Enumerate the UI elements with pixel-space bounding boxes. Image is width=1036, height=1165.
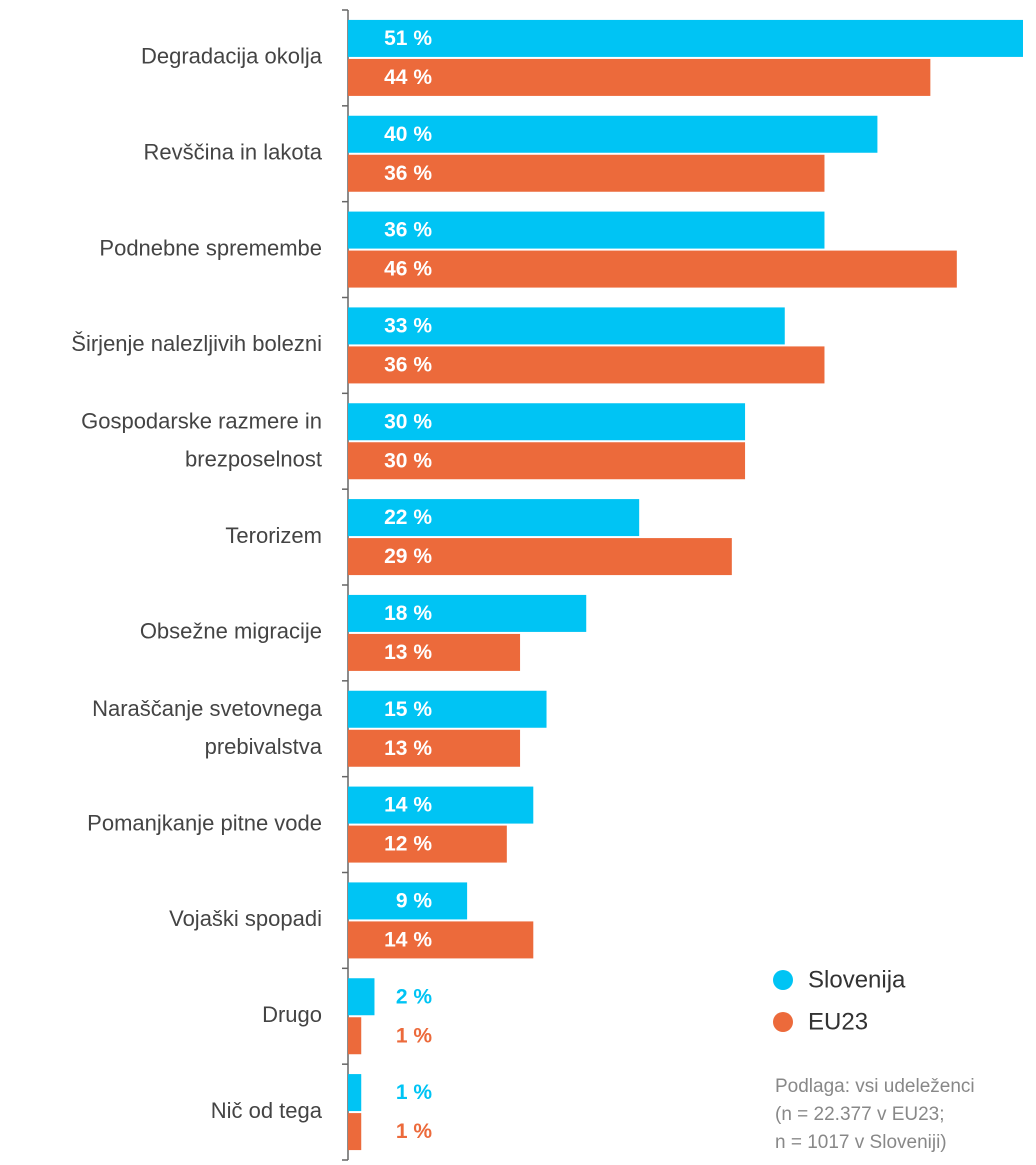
category-label: Nič od tega [211, 1098, 323, 1123]
value-label: 13 % [384, 737, 432, 760]
category-label: Drugo [262, 1002, 322, 1027]
value-label: 51 % [384, 27, 432, 50]
bar [348, 58, 931, 96]
category-label: Širjenje nalezljivih bolezni [71, 331, 322, 356]
note: n = 1017 v Sloveniji) [775, 1132, 947, 1153]
bar [348, 882, 468, 920]
value-label: 1 % [396, 1120, 433, 1143]
bar [348, 499, 640, 537]
bar [348, 825, 507, 863]
category-label: Pomanjkanje pitne vode [87, 810, 322, 835]
bar [348, 154, 825, 192]
value-label: 1 % [396, 1081, 433, 1104]
value-label: 13 % [384, 641, 432, 664]
value-label: 40 % [384, 123, 432, 146]
value-label: 36 % [384, 353, 432, 376]
bar [348, 690, 547, 728]
bar [348, 211, 825, 249]
value-label: 36 % [384, 162, 432, 185]
value-label: 44 % [384, 66, 432, 89]
bar [348, 786, 534, 824]
value-label: 15 % [384, 698, 432, 721]
bar [348, 442, 746, 480]
category-label: Terorizem [225, 523, 322, 548]
value-label: 9 % [396, 889, 433, 912]
bar [348, 921, 534, 959]
bar [348, 978, 375, 1016]
category-label: Naraščanje svetovnega prebivalstva [92, 696, 323, 759]
bar [348, 594, 587, 632]
bar [348, 403, 746, 441]
value-label: 30 % [384, 410, 432, 433]
bar [348, 538, 732, 576]
value-label: 22 % [384, 506, 432, 529]
value-label: 33 % [384, 314, 432, 337]
bar [348, 729, 521, 767]
legend-swatch [773, 1012, 793, 1032]
value-label: 46 % [384, 258, 432, 281]
category-label: Degradacija okolja [141, 44, 323, 69]
category-label: Vojaški spopadi [169, 906, 322, 931]
bar [348, 1113, 362, 1151]
bar [348, 346, 825, 384]
note: Podlaga: vsi udeleženci [775, 1076, 975, 1097]
value-label: 14 % [384, 928, 432, 951]
bar [348, 115, 878, 153]
note: (n = 22.377 v EU23; [775, 1104, 945, 1125]
category-label: Revščina in lakota [143, 140, 322, 165]
bar [348, 633, 521, 671]
legend-swatch [773, 970, 793, 990]
bar [348, 250, 957, 288]
bar [348, 307, 785, 345]
value-label: 1 % [396, 1024, 433, 1047]
value-label: 18 % [384, 602, 432, 625]
bar [348, 19, 1023, 57]
value-label: 30 % [384, 449, 432, 472]
legend-label: Slovenija [808, 966, 906, 993]
category-label: Obsežne migracije [140, 619, 322, 644]
bar [348, 1017, 362, 1055]
category-label: Gospodarske razmere in brezposelnost [81, 408, 322, 471]
bar [348, 1074, 362, 1112]
value-label: 36 % [384, 219, 432, 242]
category-label: Podnebne spremembe [99, 235, 322, 260]
value-label: 12 % [384, 833, 432, 856]
value-label: 14 % [384, 794, 432, 817]
value-label: 2 % [396, 985, 433, 1008]
value-label: 29 % [384, 545, 432, 568]
legend-label: EU23 [808, 1008, 868, 1035]
